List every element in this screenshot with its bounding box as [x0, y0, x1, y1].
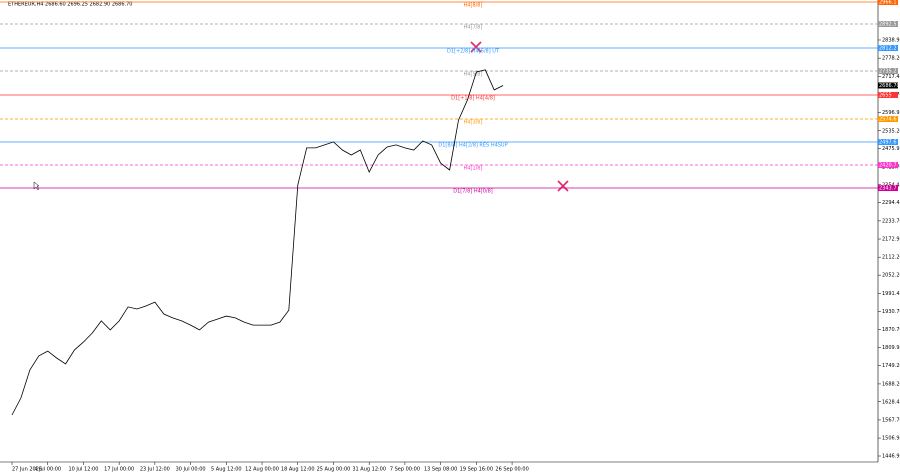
x-tick-label: 31 Aug 12:00 — [352, 467, 386, 473]
level-label: H4[5/8] — [464, 72, 483, 78]
level-price-box — [878, 68, 898, 75]
level-price: 2892.5 — [879, 21, 897, 27]
level-price-box — [878, 91, 898, 98]
y-tick-label: 1506.95 — [882, 436, 900, 442]
y-tick-label: 1930.70 — [882, 309, 900, 315]
y-tick-label: 2052.20 — [882, 273, 900, 279]
level-price: 2812.2 — [879, 45, 897, 51]
level-price: 2966.1 — [879, 0, 897, 6]
level-label: H4[1/8] — [464, 165, 483, 171]
x-tick-label: 19 Sep 16:00 — [460, 467, 493, 473]
y-tick-label: 1809.95 — [882, 345, 900, 351]
y-tick-label: 1688.20 — [882, 381, 900, 387]
x-tick-label: 27 Jun 2026 — [12, 467, 42, 473]
cross-marker — [470, 41, 569, 192]
last-price-box — [878, 82, 898, 89]
level-price: 2420.7 — [879, 162, 897, 168]
level-price: 2735.2 — [879, 69, 897, 75]
level-price-box — [878, 161, 898, 168]
x-tick-label: 25 Aug 00:00 — [317, 467, 351, 473]
x-tick-label: 5 Aug 12:00 — [211, 467, 242, 473]
level-price: 2343.7 — [879, 186, 897, 192]
level-label: D1[8/8] H4[2/8] RES H4SUP — [438, 143, 507, 149]
y-tick-label: 1628.45 — [882, 399, 900, 405]
y-tick-label: 1446.95 — [882, 454, 900, 460]
level-price-box — [878, 20, 898, 27]
level-price-box — [878, 185, 898, 192]
price-line — [11, 69, 504, 416]
y-tick-label: 1991.45 — [882, 291, 900, 297]
y-tick-label: 1870.70 — [882, 327, 900, 333]
y-tick-label: 2596.95 — [882, 110, 900, 116]
x-tick-label: 10 Jul 12:00 — [68, 467, 98, 473]
level-price: 2655 — [879, 92, 892, 98]
level-price-box — [878, 139, 898, 146]
x-tick-label: 13 Sep 08:00 — [424, 467, 457, 473]
y-tick-label: 2535.20 — [882, 128, 900, 134]
level-label: H4[8/8] — [464, 3, 483, 9]
level-label: H4[7/8] — [464, 24, 483, 30]
level-price: 2497.6 — [879, 140, 897, 146]
level-label: D1[7/8] H4[0/8] — [453, 189, 493, 195]
level-price-box — [878, 0, 898, 5]
chart-title: ETHEREUR,H4 2686.60 2696.25 2682.90 2686… — [8, 2, 133, 8]
x-tick-label: 4 Jul 00:00 — [34, 467, 61, 473]
y-tick-label: 2112.20 — [882, 255, 900, 261]
y-tick-label: 2294.45 — [882, 200, 900, 206]
level-label: D1[+2/8] H4[6/8] UT — [447, 48, 500, 54]
y-tick-label: 2717.45 — [882, 74, 900, 80]
x-tick-label: 12 Aug 00:00 — [245, 467, 279, 473]
last-price: 2686.70 — [879, 83, 900, 89]
y-tick-label: 2233.70 — [882, 218, 900, 224]
level-price: 2574.6 — [879, 117, 897, 123]
y-tick-label: 2172.95 — [882, 237, 900, 243]
x-tick-label: 26 Sep 00:00 — [495, 467, 528, 473]
y-tick-label: 1567.70 — [882, 417, 900, 423]
y-tick-label: 2778.20 — [882, 56, 900, 62]
level-label: H4[3/8] — [464, 120, 483, 126]
x-tick-label: 7 Sep 00:00 — [390, 467, 420, 473]
x-tick-label: 23 Jul 12:00 — [140, 467, 170, 473]
y-tick-label: 2838.95 — [882, 37, 900, 43]
y-tick-label: 1749.20 — [882, 363, 900, 369]
x-tick-label: 18 Aug 12:00 — [281, 467, 315, 473]
level-price-box — [878, 116, 898, 123]
y-tick-label: 2475.95 — [882, 146, 900, 152]
x-tick-label: 30 Jul 00:00 — [176, 467, 206, 473]
level-label: D1[+1/8] H4[4/8] — [451, 95, 495, 101]
x-tick-label: 17 Jul 00:00 — [104, 467, 134, 473]
level-price-box — [878, 44, 898, 51]
